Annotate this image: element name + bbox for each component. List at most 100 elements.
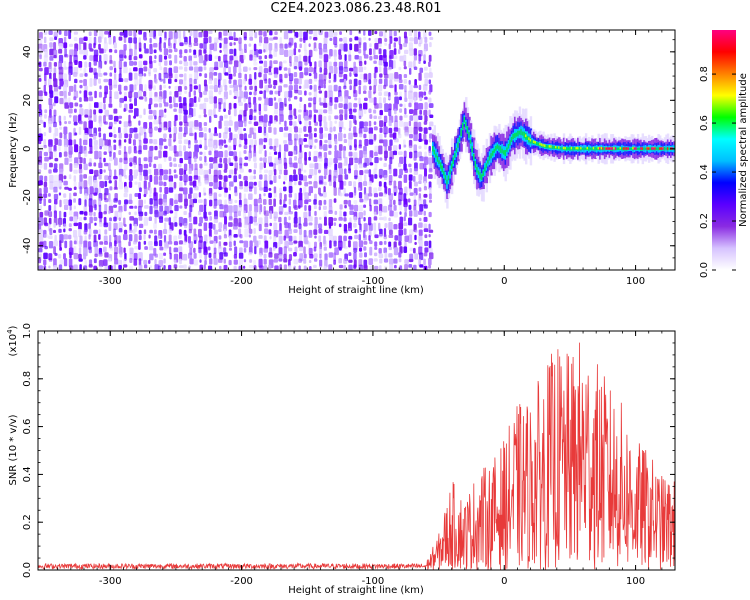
spectrogram-signal-cell [480,174,484,181]
spectrogram-noise-cell [393,211,398,218]
spectrogram-noise-cell [233,108,237,117]
spectrogram-noise-cell [128,241,131,247]
spectrogram-noise-cell [154,217,157,224]
spectrogram-noise-cell [303,144,309,148]
spectrogram-signal-cell [528,137,531,140]
spectrogram-noise-cell [249,259,253,263]
spectrogram-noise-cell [383,258,389,263]
spectrogram-noise-cell [238,120,244,128]
spectrogram-noise-cell [89,138,93,148]
spectrogram-noise-cell [188,36,192,45]
spectrogram-noise-cell [68,223,72,228]
spectrogram-noise-cell [119,54,124,62]
spectrogram-signal-cell [510,136,514,143]
spectrogram-noise-cell [358,259,363,267]
spectrogram-noise-cell [229,84,234,89]
spectrogram-noise-cell [243,259,247,263]
spectrogram-noise-cell [163,138,167,142]
spectrogram-noise-cell [413,37,418,45]
spectrogram-noise-cell [384,132,387,138]
spectrogram-noise-cell [238,139,242,146]
spectrogram-noise-cell [423,60,426,64]
spectrogram-noise-cell [374,151,378,157]
spectrogram-noise-cell [53,115,56,124]
spectrogram-noise-cell [343,85,347,90]
spectrogram-noise-cell [253,228,256,234]
spectrogram-noise-cell [148,169,152,175]
spectrogram-noise-cell [283,67,288,71]
spectrogram-noise-cell [54,96,59,104]
spectrogram-noise-cell [188,193,192,199]
spectrogram-noise-cell [308,138,314,148]
spectrogram-noise-cell [299,102,302,109]
spectrogram-noise-cell [233,211,238,218]
spectrogram-noise-cell [408,133,413,139]
spectrogram-noise-cell [344,114,348,120]
spectrogram-noise-cell [418,222,423,228]
spectrogram-signal-cell [562,146,566,150]
spectrogram-noise-cell [268,198,272,206]
spectrogram-noise-cell [198,84,201,94]
spectrogram-noise-cell [143,132,147,139]
spectrogram-noise-cell [129,223,132,232]
spectrogram-x-tick-label: -100 [362,276,385,287]
spectrogram-noise-cell [213,162,219,171]
spectrogram-signal-cell [443,170,446,176]
spectrogram-noise-cell [194,156,197,163]
spectrogram-noise-cell [293,162,298,169]
spectrogram-noise-cell [68,108,73,114]
spectrogram-noise-cell [429,42,432,48]
spectrogram-noise-cell [73,246,77,254]
spectrogram-noise-cell [328,180,332,187]
spectrogram-noise-cell [93,132,97,140]
spectrogram-noise-cell [413,114,419,123]
spectrogram-noise-cell [398,66,402,71]
spectrogram-noise-cell [323,181,327,186]
spectrogram-noise-cell [88,96,94,102]
spectrogram-noise-cell [279,73,283,82]
spectrogram-noise-cell [308,30,313,35]
spectrogram-noise-cell [333,175,337,182]
spectrogram-noise-cell [229,235,232,243]
spectrogram-noise-cell [254,72,257,80]
spectrogram-noise-cell [73,216,78,222]
spectrogram-noise-cell [63,151,68,157]
spectrogram-noise-cell [188,55,193,62]
spectrogram-noise-cell [258,198,262,204]
spectrogram-noise-cell [108,162,111,171]
spectrogram-noise-cell [173,43,176,49]
spectrogram-noise-cell [268,229,272,235]
spectrogram-noise-cell [329,66,334,74]
spectrogram-noise-cell [389,210,394,217]
spectrogram-noise-cell [219,210,225,218]
spectrogram-noise-cell [199,156,203,161]
spectrogram-noise-cell [378,31,383,37]
spectrogram-noise-cell [53,61,58,67]
spectrogram-noise-cell [173,235,178,243]
spectrogram-signal-cell [525,134,528,137]
spectrogram-noise-cell [149,145,154,151]
spectrogram-noise-cell [423,120,428,125]
spectrogram-noise-cell [298,234,303,241]
spectrogram-noise-cell [88,222,91,230]
spectrogram-signal-cell [485,163,489,168]
spectrogram-signal-cell [509,140,512,146]
spectrogram-noise-cell [44,156,49,162]
spectrogram-noise-cell [424,240,429,247]
spectrogram-noise-cell [133,169,139,177]
spectrogram-noise-cell [73,84,77,92]
spectrogram-noise-cell [393,199,396,205]
spectrogram-noise-cell [193,234,198,242]
spectrogram-signal-cell [630,147,634,150]
spectrogram-noise-cell [408,30,413,37]
spectrogram-signal-cell [636,147,640,150]
spectrogram-noise-cell [159,48,163,53]
spectrogram-noise-cell [54,157,59,162]
spectrogram-noise-cell [98,36,102,43]
spectrogram-noise-cell [104,37,107,44]
spectrogram-noise-cell [318,48,323,56]
spectrogram-noise-cell [344,246,348,250]
spectrogram-noise-cell [114,240,117,247]
spectrogram-noise-cell [263,169,269,174]
spectrogram-noise-cell [208,30,213,35]
